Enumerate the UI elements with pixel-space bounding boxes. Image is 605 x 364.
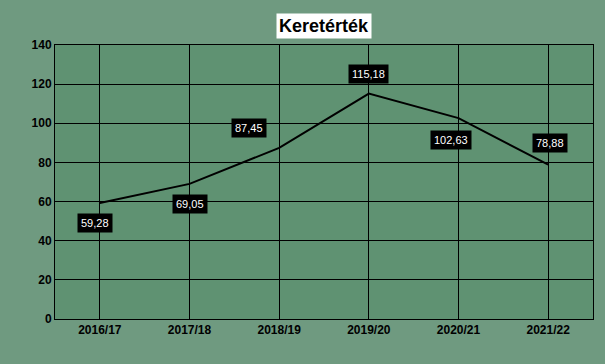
svg-text:2018/19: 2018/19 [257,323,301,337]
svg-text:40: 40 [38,234,52,248]
svg-text:102,63: 102,63 [434,134,468,146]
svg-text:0: 0 [45,312,52,326]
svg-text:69,05: 69,05 [176,198,204,210]
svg-text:115,18: 115,18 [352,68,385,80]
svg-text:2017/18: 2017/18 [168,323,212,337]
svg-text:87,45: 87,45 [235,122,263,134]
svg-text:Keretérték: Keretérték [279,16,369,36]
svg-text:2020/21: 2020/21 [437,323,481,337]
svg-text:2019/20: 2019/20 [347,323,391,337]
svg-text:80: 80 [38,156,52,170]
svg-text:120: 120 [32,77,52,91]
svg-text:100: 100 [32,116,52,130]
svg-text:78,88: 78,88 [536,137,564,149]
svg-text:60: 60 [38,195,52,209]
svg-text:140: 140 [32,38,52,52]
svg-text:59,28: 59,28 [81,217,109,229]
svg-text:20: 20 [38,273,52,287]
svg-text:2021/22: 2021/22 [526,323,570,337]
svg-text:2016/17: 2016/17 [78,323,122,337]
